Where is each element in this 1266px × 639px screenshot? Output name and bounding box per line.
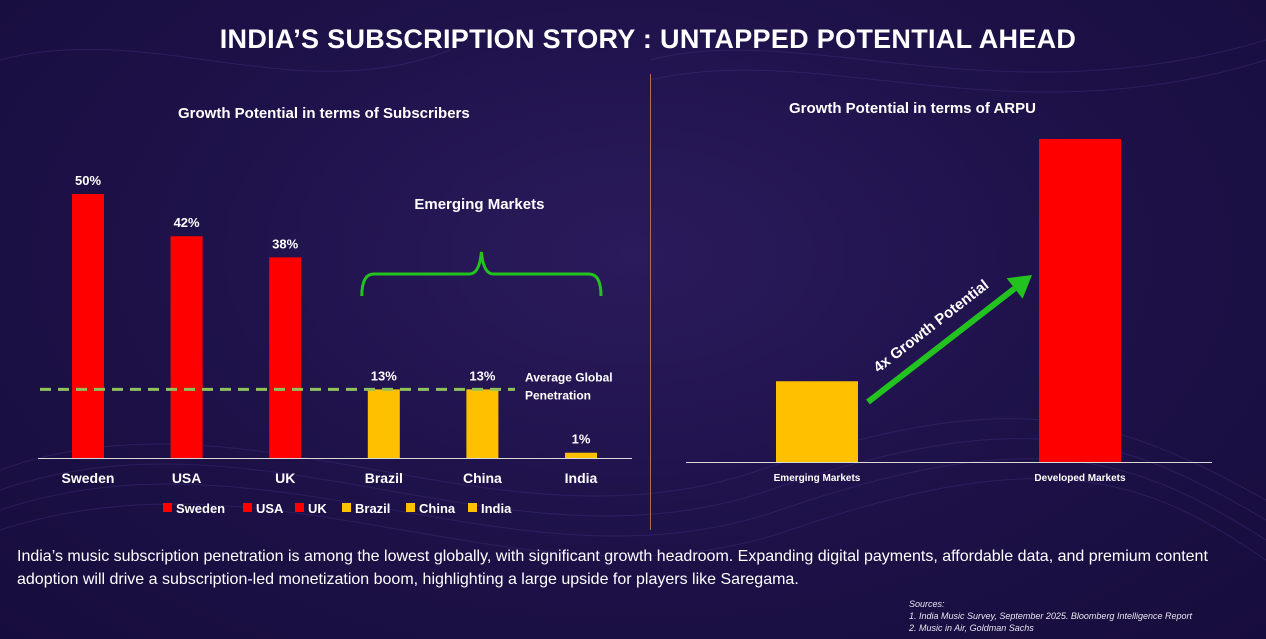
subscribers-chart-title: Growth Potential in terms of Subscribers (178, 105, 470, 122)
bar-usa (170, 236, 203, 458)
x-tick-developed-markets: Developed Markets (1034, 473, 1126, 484)
bar-brazil (367, 389, 400, 458)
legend-swatch-china (406, 503, 415, 512)
description-text: India’s music subscription penetration i… (17, 548, 1208, 588)
legend-swatch-brazil (342, 503, 351, 512)
subscribers-bar-chart: 50% Sweden 42% USA 38% UK 13% Brazil 13% China 1% I… (38, 173, 632, 516)
source-line-2: 2. Music in Air, Goldman Sachs (909, 623, 1034, 633)
legend-label-usa: USA (256, 501, 284, 516)
data-label-india: 1% (572, 432, 591, 447)
legend-label-china: China (419, 501, 456, 516)
legend-swatch-usa (243, 503, 252, 512)
data-label-sweden: 50% (75, 173, 101, 188)
legend-label-uk: UK (308, 501, 327, 516)
bar-india (565, 452, 597, 458)
legend-label-sweden: Sweden (176, 501, 225, 516)
arpu-chart-title: Growth Potential in terms of ARPU (789, 100, 1036, 117)
x-tick-uk: UK (275, 470, 295, 486)
bar-uk (269, 257, 302, 458)
growth-potential-annotation: 4x Growth Potential (870, 277, 992, 377)
legend-label-brazil: Brazil (355, 501, 390, 516)
page-title: INDIA’S SUBSCRIPTION STORY : UNTAPPED PO… (219, 24, 1077, 54)
x-tick-india: India (565, 470, 598, 486)
arpu-bar-chart: Emerging Markets Developed Markets 4x Grow… (686, 139, 1212, 484)
emerging-markets-label: Emerging Markets (414, 196, 544, 213)
panel-divider (650, 74, 651, 530)
growth-arrowhead (1006, 275, 1032, 299)
x-tick-sweden: Sweden (62, 470, 115, 486)
legend-label-india: India (481, 501, 512, 516)
sources-block: Sources: 1. India Music Survey, Septembe… (909, 598, 1192, 634)
bar-emerging-markets (776, 381, 858, 462)
x-tick-brazil: Brazil (365, 470, 403, 486)
source-line-1: 1. India Music Survey, September 2025. B… (909, 611, 1192, 621)
bar-sweden (72, 194, 104, 458)
x-tick-china: China (463, 470, 502, 486)
bar-developed-markets (1039, 139, 1121, 462)
bar-china (466, 389, 499, 458)
legend-swatch-uk (295, 503, 304, 512)
reference-line-label-2: Penetration (525, 388, 591, 402)
legend-swatch-sweden (163, 503, 172, 512)
growth-arrow (866, 286, 1017, 405)
data-label-uk: 38% (272, 236, 298, 251)
x-tick-emerging-markets: Emerging Markets (774, 473, 861, 484)
x-tick-usa: USA (172, 470, 202, 486)
data-label-china: 13% (469, 368, 495, 383)
data-label-usa: 42% (174, 215, 200, 230)
reference-line-label-1: Average Global (525, 370, 613, 384)
emerging-markets-bracket (360, 251, 603, 297)
data-label-brazil: 13% (371, 368, 397, 383)
sources-heading: Sources: (909, 599, 945, 609)
legend-swatch-india (468, 503, 477, 512)
